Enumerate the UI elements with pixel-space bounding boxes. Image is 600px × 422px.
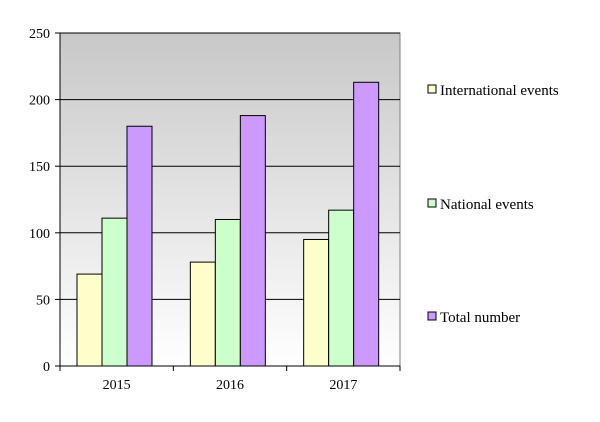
- bar-international-events-2016: [189, 261, 216, 367]
- bar-total-number-2015: [126, 125, 153, 367]
- bar-total-number-2017: [353, 81, 380, 367]
- bar-national-events-2015: [101, 217, 128, 367]
- x-tick-label: 2015: [103, 378, 131, 393]
- y-tick-label: 0: [43, 360, 50, 375]
- bar-international-events-2015: [76, 273, 103, 367]
- legend-label: Total number: [440, 310, 520, 326]
- axes: 0 50 100 150 200 250 2015 2016 2017: [29, 27, 401, 393]
- bar-national-events-2016: [214, 218, 241, 367]
- y-tick-label: 150: [29, 160, 50, 175]
- bar-international-events-2017: [303, 238, 330, 367]
- y-tick-label: 250: [29, 27, 50, 42]
- x-tick-label: 2016: [216, 378, 244, 393]
- legend-swatch-international-events: [427, 84, 437, 94]
- x-tick-label: 2017: [329, 378, 357, 393]
- bar-total-number-2016: [239, 115, 266, 367]
- legend-label: National events: [440, 197, 534, 213]
- bar-national-events-2017: [328, 209, 355, 367]
- bars: [76, 81, 380, 367]
- y-tick-label: 200: [29, 94, 50, 109]
- legend-swatch-national-events: [427, 198, 437, 208]
- legend-swatch-total-number: [427, 311, 437, 321]
- legend-label: International events: [440, 83, 559, 99]
- legend: International events National events Total…: [427, 83, 559, 326]
- y-tick-label: 50: [36, 293, 50, 308]
- y-tick-label: 100: [29, 227, 50, 242]
